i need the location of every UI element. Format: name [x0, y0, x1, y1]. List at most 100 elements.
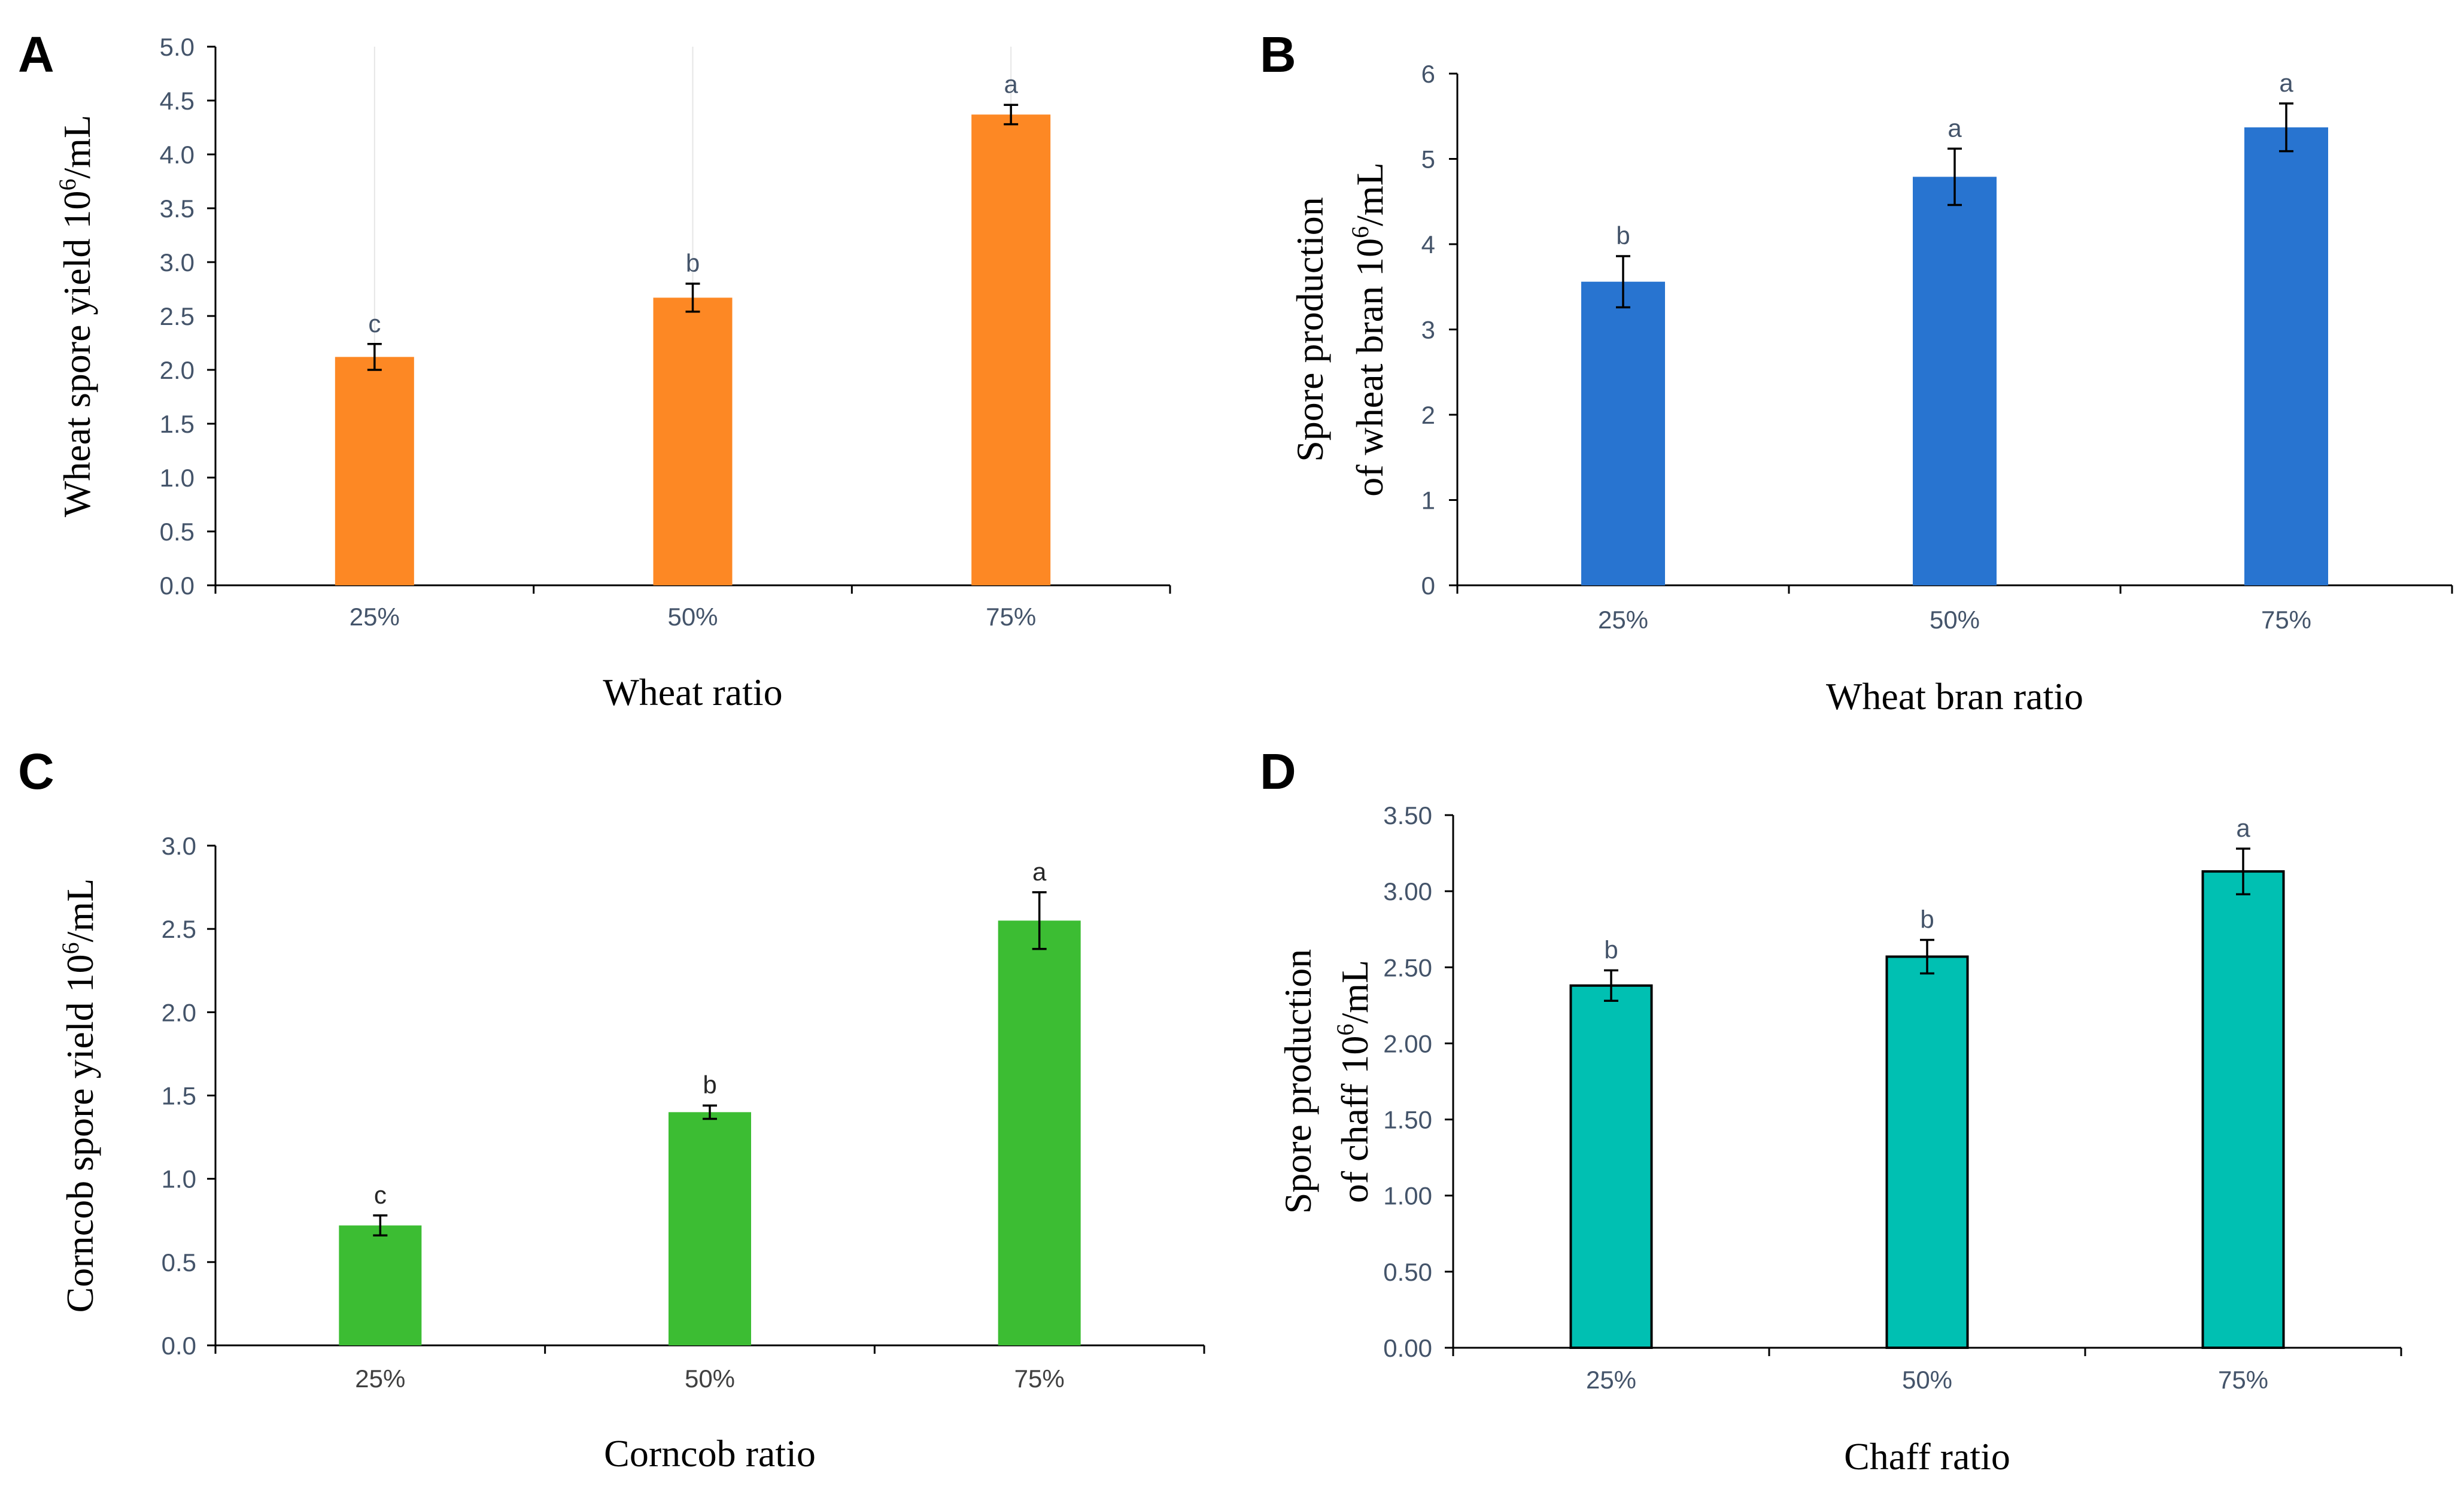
panel-d: D 0.00 0.50 1.00 1.50 2.00 2.50 3.00 3.50 b 25% b 50… — [1260, 743, 2402, 1478]
category-label: 75% — [2261, 606, 2311, 634]
category-label: 75% — [2218, 1366, 2268, 1394]
y-tick-label: 2 — [1421, 401, 1435, 429]
y-tick-label: 3 — [1421, 316, 1435, 344]
y-tick-label: 2.5 — [162, 915, 196, 943]
error-bar — [685, 282, 700, 313]
y-tick-label: 2.5 — [160, 302, 195, 330]
significance-letter: c — [368, 309, 381, 338]
bar-25pct — [1569, 984, 1653, 1350]
bar-50pct — [653, 297, 733, 585]
significance-letter: a — [1947, 114, 1962, 142]
y-tick-label: 2.00 — [1383, 1029, 1432, 1058]
significance-letter: a — [1032, 858, 1047, 886]
category-label: 25% — [1598, 606, 1648, 634]
significance-letter: a — [2279, 69, 2293, 97]
error-bar — [373, 1214, 388, 1237]
y-tick-label: 3.0 — [162, 832, 196, 860]
category-label: 50% — [1902, 1366, 1952, 1394]
panel-letter: A — [18, 26, 54, 83]
y-axis-title-line2: of chaff 106/mL — [1332, 960, 1376, 1203]
bar-25pct — [335, 357, 414, 585]
significance-letter: b — [703, 1071, 716, 1099]
y-tick-label: 2.50 — [1383, 953, 1432, 981]
bar-75pct — [971, 114, 1051, 585]
category-label: 25% — [1586, 1366, 1636, 1394]
error-bar — [1947, 147, 1962, 206]
error-bar — [2279, 102, 2293, 153]
bar-50pct — [669, 1112, 751, 1345]
category-label: 25% — [350, 603, 400, 631]
x-axis-title: Wheat bran ratio — [1826, 675, 2083, 718]
category-label: 75% — [1014, 1365, 1065, 1393]
y-tick-label: 1.5 — [160, 410, 195, 438]
y-tick-label: 0.5 — [160, 518, 195, 546]
bar-25pct — [1581, 281, 1665, 585]
y-axis-title: Spore production — [1289, 197, 1331, 462]
y-tick-label: 0.0 — [160, 572, 195, 600]
category-label: 75% — [986, 603, 1036, 631]
significance-letter: b — [686, 249, 700, 277]
y-tick-label: 0.0 — [162, 1332, 196, 1360]
bar-25pct — [339, 1225, 422, 1345]
error-bar — [1920, 938, 1934, 975]
y-tick-label: 3.50 — [1383, 801, 1432, 829]
bar-75pct — [2201, 870, 2285, 1349]
y-tick-label: 1.0 — [162, 1165, 196, 1193]
error-bar — [2236, 847, 2250, 895]
error-bar — [1604, 969, 1618, 1002]
bar-75pct — [998, 920, 1081, 1345]
y-tick-label: 2.0 — [160, 356, 195, 384]
error-bar — [1616, 255, 1630, 309]
y-tick-label: 4.5 — [160, 87, 195, 115]
y-tick-label: 1.50 — [1383, 1106, 1432, 1134]
y-tick-label: 4.0 — [160, 141, 195, 169]
y-tick-label: 1.00 — [1383, 1182, 1432, 1210]
significance-letter: b — [1604, 935, 1618, 964]
category-label: 25% — [355, 1365, 405, 1393]
y-tick-label: 2.0 — [162, 998, 196, 1026]
y-tick-label: 3.00 — [1383, 877, 1432, 905]
y-tick-label: 0.00 — [1383, 1334, 1432, 1362]
y-tick-label: 5 — [1421, 145, 1435, 174]
panel-letter: B — [1260, 26, 1296, 83]
error-bar — [1004, 104, 1019, 126]
error-bar — [367, 343, 382, 371]
x-axis-title: Wheat ratio — [603, 671, 782, 713]
panel-letter: D — [1260, 743, 1296, 800]
panel-a: A 0.0 0.5 1.0 1.5 2.0 2.5 3.0 3.5 4.0 4.5 5.0 c 25% b 5… — [18, 26, 1171, 713]
y-tick-label: 1.5 — [162, 1082, 196, 1110]
panel-letter: C — [18, 743, 54, 800]
panel-c: C 0.0 0.5 1.0 1.5 2.0 2.5 3.0 c 25% b 50% a 75% Cornco… — [18, 743, 1205, 1475]
error-bar — [1032, 891, 1047, 950]
y-tick-label: 3.0 — [160, 248, 195, 276]
category-label: 50% — [685, 1365, 735, 1393]
bar-50pct — [1885, 955, 1969, 1349]
y-tick-label: 6 — [1421, 60, 1435, 88]
bar-75pct — [2244, 127, 2328, 585]
category-label: 50% — [667, 603, 718, 631]
y-tick-label: 5.0 — [160, 33, 195, 61]
y-axis-title: Corncob spore yield 106/mL — [57, 879, 101, 1313]
y-tick-label: 0.5 — [162, 1248, 196, 1277]
y-tick-label: 1 — [1421, 487, 1435, 515]
significance-letter: a — [1004, 70, 1018, 98]
y-tick-label: 1.0 — [160, 464, 195, 492]
bar-50pct — [1913, 177, 1997, 585]
y-tick-label: 3.5 — [160, 195, 195, 223]
x-axis-title: Chaff ratio — [1844, 1435, 2010, 1478]
significance-letter: c — [374, 1181, 387, 1209]
panel-b: B 0 1 2 3 4 5 6 b 25% a 50% a 75% Wheat bran ratio Spor… — [1260, 26, 2453, 718]
x-axis-title: Corncob ratio — [604, 1432, 816, 1475]
y-axis-title-line2: of wheat bran 106/mL — [1347, 162, 1391, 497]
significance-letter: a — [2236, 814, 2250, 842]
y-tick-label: 0.50 — [1383, 1258, 1432, 1286]
error-bar — [703, 1104, 717, 1120]
category-label: 50% — [1930, 606, 1980, 634]
y-tick-label: 0 — [1421, 572, 1435, 600]
significance-letter: b — [1616, 221, 1630, 250]
y-axis-title: Wheat spore yield 106/mL — [54, 115, 98, 517]
y-axis-title: Spore production — [1277, 949, 1319, 1214]
significance-letter: b — [1920, 905, 1934, 934]
y-tick-label: 4 — [1421, 230, 1435, 259]
